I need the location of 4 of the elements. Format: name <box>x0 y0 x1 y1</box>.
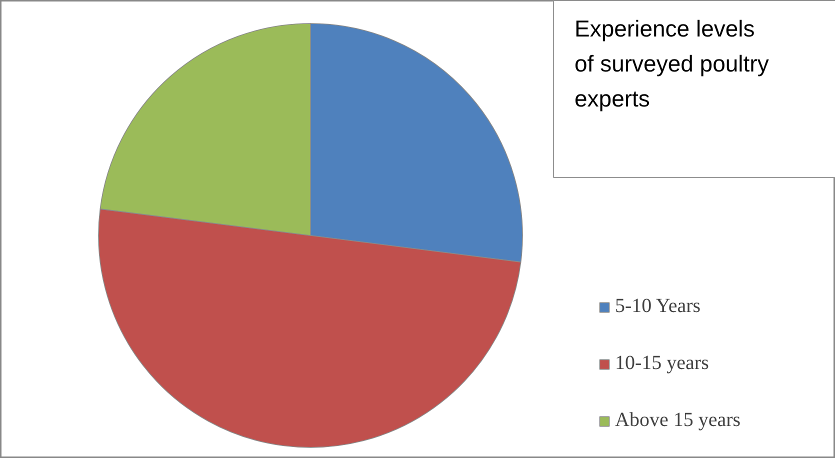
text: Experience levels of surveyed poultry experts <box>574 16 770 112</box>
legend-label: Above 15 years <box>615 409 741 432</box>
legend-label: 5-10 Years <box>615 295 701 318</box>
legend-label: 10-15 years <box>615 352 709 375</box>
